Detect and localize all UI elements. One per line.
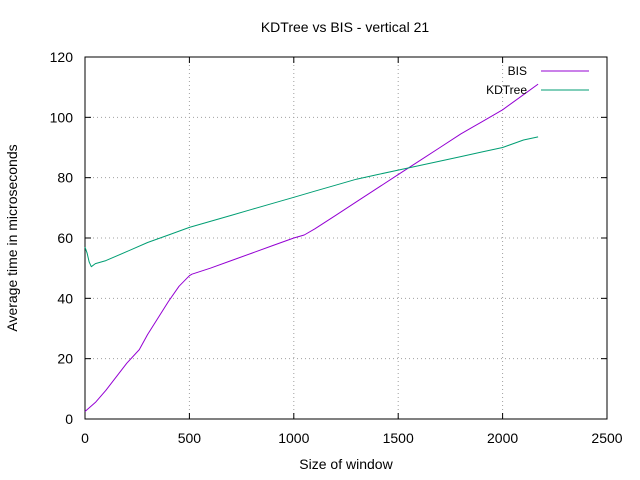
x-tick-label: 2500	[591, 430, 622, 446]
y-tick-label: 80	[57, 170, 73, 186]
x-tick-label: 1500	[383, 430, 414, 446]
y-tick-label: 100	[50, 109, 74, 125]
chart-title: KDTree vs BIS - vertical 21	[261, 19, 430, 35]
y-tick-label: 20	[57, 351, 73, 367]
series-line-bis	[84, 83, 539, 412]
x-tick-label: 1000	[278, 430, 309, 446]
legend-label-bis: BIS	[508, 64, 527, 78]
y-tick-label: 0	[65, 411, 73, 427]
y-axis-label: Average time in microseconds	[4, 144, 20, 331]
x-tick-label: 0	[81, 430, 89, 446]
x-axis-ticks: 0 500 1000 1500 2000 2500	[81, 57, 623, 446]
x-tick-label: 2000	[487, 430, 518, 446]
y-tick-label: 60	[57, 230, 73, 246]
series-layer	[84, 83, 539, 412]
x-axis-label: Size of window	[299, 456, 393, 472]
y-tick-label: 120	[50, 49, 74, 65]
legend: BIS KDTree	[486, 64, 589, 97]
series-line-kdtree	[84, 136, 539, 268]
y-axis-ticks: 0 20 40 60 80 100 120	[50, 49, 607, 427]
y-tick-label: 40	[57, 290, 73, 306]
x-tick-label: 500	[178, 430, 202, 446]
grid-lines	[85, 57, 607, 419]
legend-label-kdtree: KDTree	[486, 83, 527, 97]
